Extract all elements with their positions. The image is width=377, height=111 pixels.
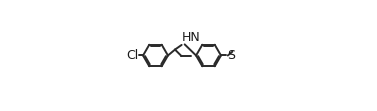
- Text: Cl: Cl: [126, 49, 138, 62]
- Text: S: S: [227, 49, 235, 62]
- Text: HN: HN: [182, 31, 201, 44]
